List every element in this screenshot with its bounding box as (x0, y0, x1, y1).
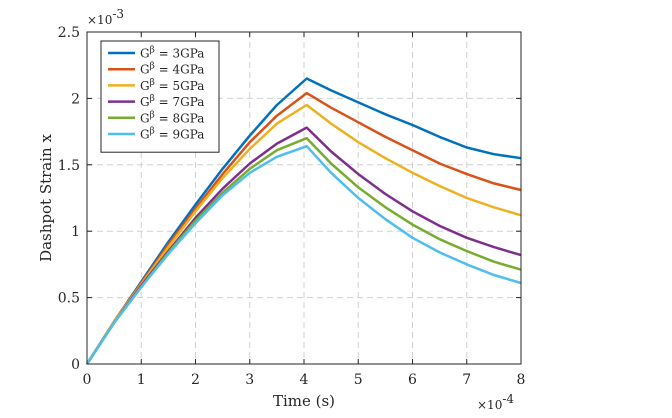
x-axis-title: Time (s) (273, 392, 335, 410)
series-line-6 (85, 144, 522, 365)
legend-label-5: Gβ = 8GPa (140, 110, 204, 125)
y-tick-label: 1.5 (58, 158, 80, 174)
ticks (86, 31, 522, 365)
y-tick-label: 2 (71, 91, 80, 107)
legend-label-3: Gβ = 5GPa (140, 78, 204, 93)
y-tick-label: 1 (71, 224, 80, 240)
y-axis-exponent: ×10-3 (87, 7, 124, 27)
x-tick-label: 0 (83, 372, 92, 388)
legend-label-1: Gβ = 3GPa (140, 46, 204, 61)
y-axis-title: Dashpot Strain x (37, 134, 55, 262)
tick-labels: 0 1 2 3 4 5 6 7 8 0 0.5 1 1.5 2 2.5 (58, 25, 526, 388)
legend-label-6: Gβ = 9GPa (140, 127, 204, 142)
x-tick-label: 4 (300, 372, 309, 388)
x-tick-label: 6 (408, 372, 417, 388)
x-tick-label: 7 (462, 372, 471, 388)
series-line-3 (85, 103, 522, 365)
y-tick-label: 0.5 (58, 291, 80, 307)
x-tick-label: 2 (191, 372, 200, 388)
x-tick-label: 1 (137, 372, 146, 388)
series-lines (85, 77, 522, 365)
series-line-1 (85, 77, 522, 365)
series-line-2 (85, 91, 522, 365)
y-tick-label: 0 (71, 357, 80, 373)
x-axis-exponent: ×10-4 (477, 392, 514, 412)
y-tick-label: 2.5 (58, 25, 80, 41)
legend-label-2: Gβ = 4GPa (140, 62, 204, 77)
legend-label-4: Gβ = 7GPa (140, 94, 204, 109)
x-tick-label: 3 (245, 372, 254, 388)
x-tick-label: 8 (517, 372, 526, 388)
x-tick-label: 5 (354, 372, 363, 388)
